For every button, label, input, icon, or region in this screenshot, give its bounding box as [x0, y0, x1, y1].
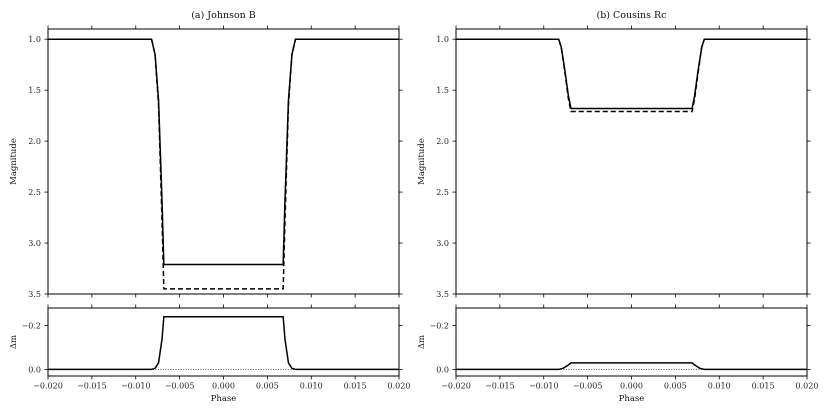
axes-frame — [47, 28, 400, 295]
series-line-solid — [48, 316, 399, 371]
panel-title: (a) Johnson B — [191, 10, 256, 21]
x-axis-label: Phase — [211, 394, 237, 404]
y-axis-label: Magnitude — [417, 138, 427, 185]
x-tick-label: −0.010 — [121, 382, 151, 391]
x-tick-label: −0.010 — [529, 382, 559, 391]
x-tick-label: 0.015 — [344, 382, 367, 391]
x-tick-label: −0.015 — [77, 382, 107, 391]
axes-frame — [455, 28, 808, 295]
panel-top-left: 1.0 1.5 2.0 2.5 3.0 3.5 (a) Johnson B Magnitude — [9, 10, 403, 299]
x-tick-label: 0.020 — [796, 382, 819, 391]
x-tick-label: −0.020 — [441, 382, 471, 391]
x-tick-label: 0.005 — [664, 382, 687, 391]
y-axis-label: Δm — [417, 335, 427, 349]
y-tick-label: 2.5 — [28, 188, 41, 197]
y-tick-label: 2.0 — [436, 137, 449, 146]
y-tick-label: −0.2 — [22, 322, 41, 331]
x-tick-label: 0.015 — [752, 382, 775, 391]
y-tick-label: 3.0 — [28, 239, 41, 248]
x-tick-label: −0.015 — [485, 382, 515, 391]
y-tick-label: 2.0 — [28, 137, 41, 146]
y-tick-label: 3.5 — [436, 290, 449, 299]
y-tick-label: 0.0 — [28, 365, 41, 374]
y-tick-label: 1.5 — [436, 86, 449, 95]
x-tick-label: 0.020 — [388, 382, 411, 391]
y-tick-label: 2.5 — [436, 188, 449, 197]
x-tick-label: 0.000 — [620, 382, 643, 391]
series-line-solid — [456, 38, 807, 110]
y-tick-label: 3.5 — [28, 290, 41, 299]
x-tick-label: 0.010 — [708, 382, 731, 391]
panel-top-right: 1.0 1.5 2.0 2.5 3.0 3.5 (b) Cousins Rc Magnitud… — [417, 10, 811, 299]
x-axis-label: Phase — [619, 394, 645, 404]
axes-frame — [47, 307, 400, 377]
panel-title: (b) Cousins Rc — [596, 10, 666, 21]
series-line-dashed — [456, 38, 807, 113]
x-tick-label: −0.005 — [165, 382, 195, 391]
x-tick-label: 0.000 — [212, 382, 235, 391]
series-line-solid — [48, 38, 399, 266]
x-tick-label: 0.010 — [300, 382, 323, 391]
y-tick-label: 0.0 — [436, 365, 449, 374]
y-tick-label: −0.2 — [430, 322, 449, 331]
panel-bottom-right: −0.020 −0.015 −0.010 −0.005 0.000 0.005 0.010 0… — [417, 304, 819, 404]
panel-bottom-left: −0.020 −0.015 −0.010 −0.005 0.000 0.005 0.010 0… — [9, 304, 411, 404]
y-axis-label: Magnitude — [9, 138, 19, 185]
series-line-solid — [456, 362, 807, 371]
y-tick-label: 1.5 — [28, 86, 41, 95]
x-tick-label: 0.005 — [256, 382, 279, 391]
y-tick-label: 3.0 — [436, 239, 449, 248]
x-tick-label: −0.005 — [573, 382, 603, 391]
y-tick-label: 1.0 — [28, 35, 41, 44]
x-tick-label: −0.020 — [33, 382, 63, 391]
axes-frame — [455, 307, 808, 377]
series-line-dashed — [48, 38, 399, 290]
y-tick-label: 1.0 — [436, 35, 449, 44]
y-axis-label: Δm — [9, 335, 19, 349]
